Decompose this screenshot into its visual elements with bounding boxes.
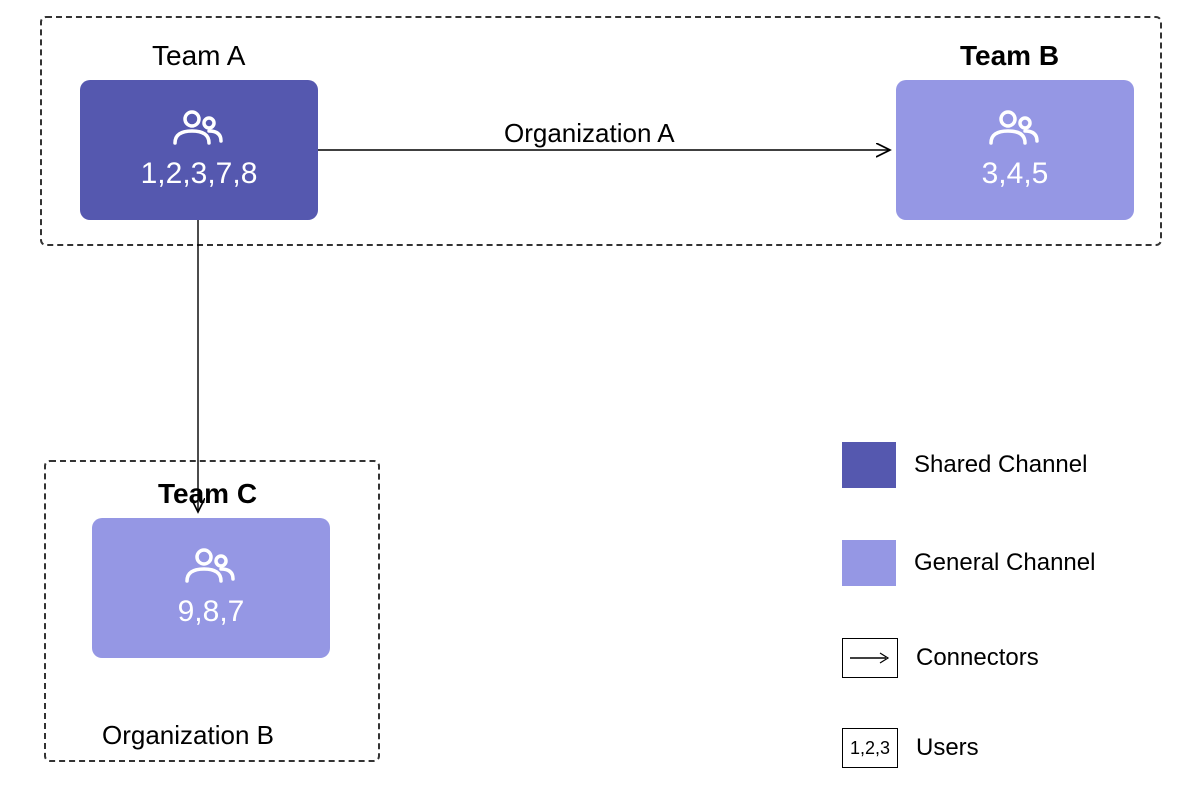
- legend-users: 1,2,3 Users: [842, 728, 979, 768]
- legend-connectors: Connectors: [842, 638, 1039, 678]
- connector-a-to-c: [186, 208, 210, 524]
- legend-general-swatch: [842, 540, 896, 586]
- team-a-card: 1,2,3,7,8: [80, 80, 318, 220]
- legend-connector-icon: [842, 638, 898, 678]
- legend-shared-channel: Shared Channel: [842, 442, 1087, 488]
- org-b-label: Organization B: [102, 720, 274, 751]
- team-c-users: 9,8,7: [178, 595, 245, 629]
- team-a-users: 1,2,3,7,8: [141, 157, 258, 191]
- connector-a-to-b: [306, 138, 902, 162]
- legend-general-channel: General Channel: [842, 540, 1095, 586]
- team-b-users: 3,4,5: [982, 157, 1049, 191]
- legend-users-icon: 1,2,3: [842, 728, 898, 768]
- legend-shared-label: Shared Channel: [914, 451, 1087, 479]
- team-b-card: 3,4,5: [896, 80, 1134, 220]
- team-a-title: Team A: [152, 40, 245, 72]
- team-c-card: 9,8,7: [92, 518, 330, 658]
- legend-users-label: Users: [916, 734, 979, 762]
- legend-connectors-label: Connectors: [916, 644, 1039, 672]
- users-icon: [171, 109, 227, 149]
- users-icon: [987, 109, 1043, 149]
- legend-general-label: General Channel: [914, 549, 1095, 577]
- legend-shared-swatch: [842, 442, 896, 488]
- users-icon: [183, 547, 239, 587]
- team-b-title: Team B: [960, 40, 1059, 72]
